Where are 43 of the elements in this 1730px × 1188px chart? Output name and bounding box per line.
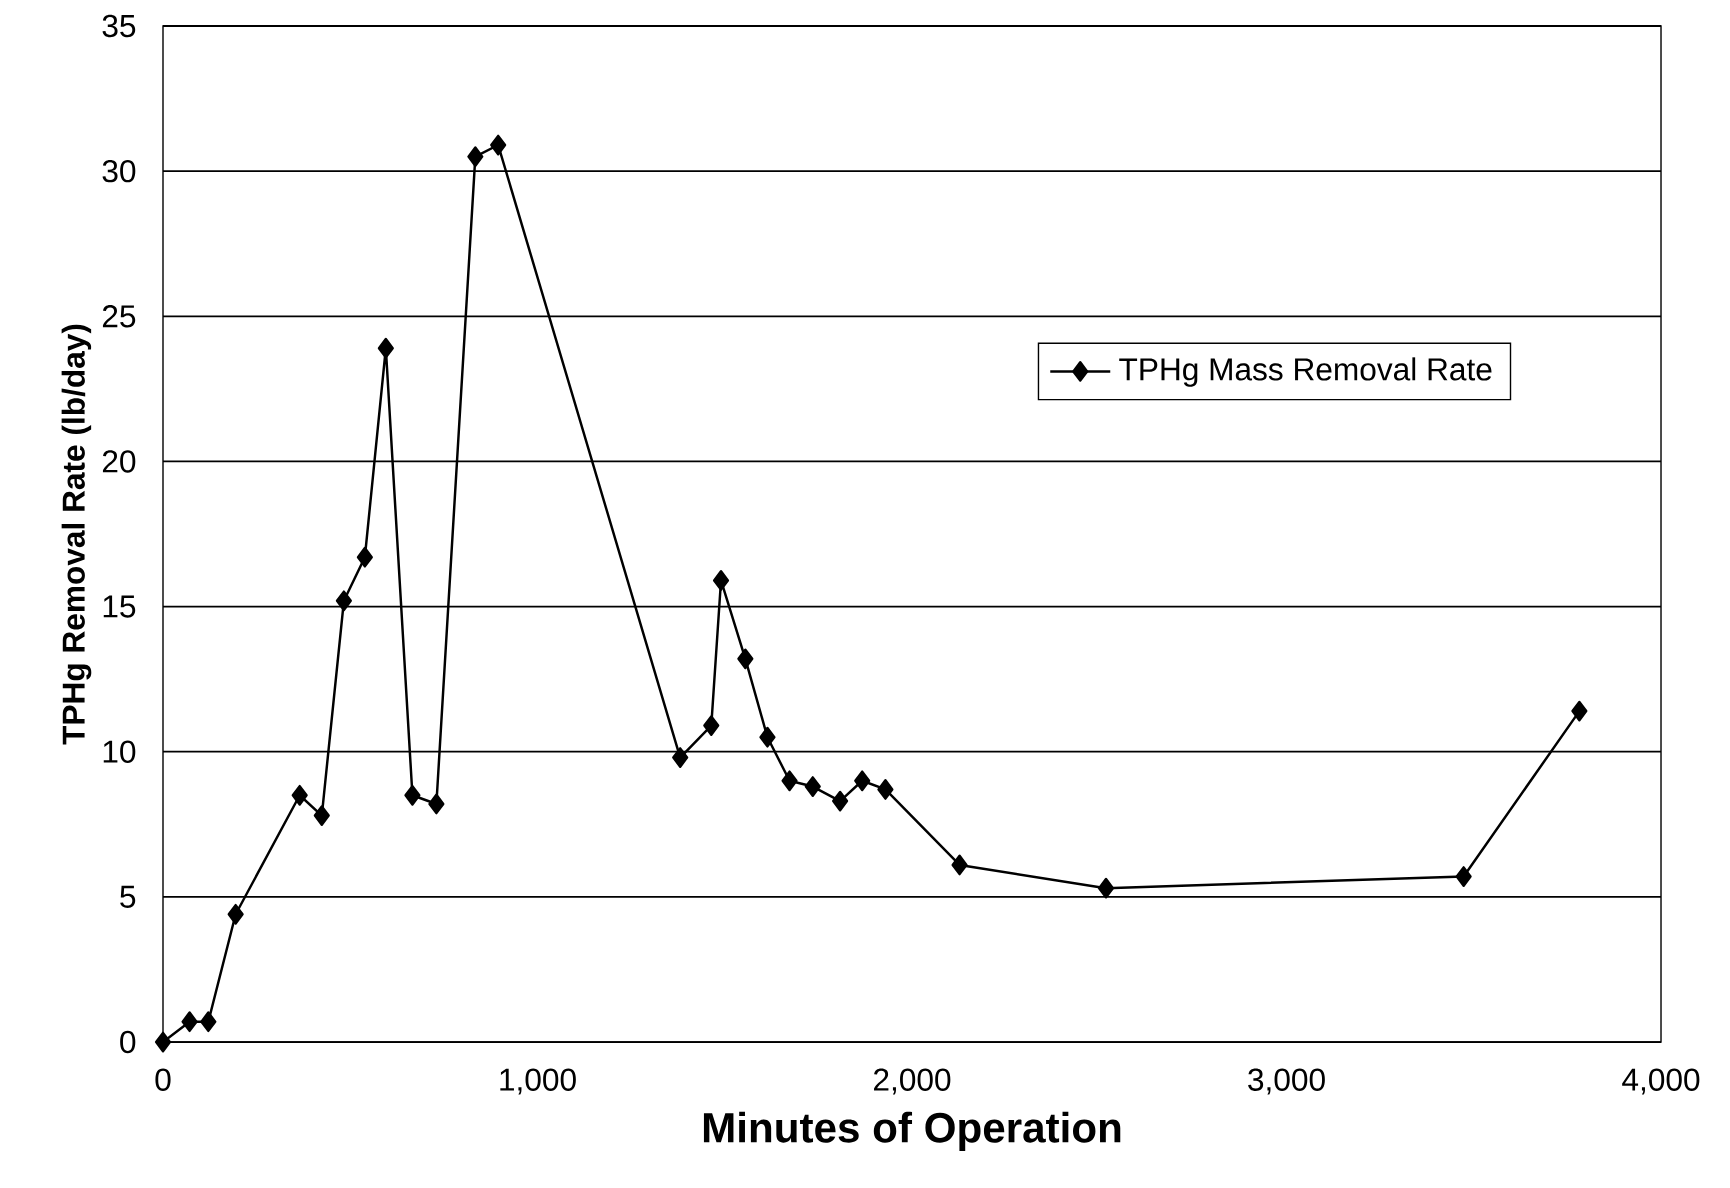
y-tick-label: 10 — [103, 740, 136, 763]
point — [832, 790, 849, 812]
point — [335, 590, 352, 612]
x-tick-label: 2,000 — [874, 1068, 951, 1095]
point — [1097, 877, 1115, 899]
point — [703, 715, 720, 736]
point — [804, 776, 821, 797]
point — [428, 793, 445, 815]
point — [313, 805, 330, 826]
point — [154, 1031, 172, 1053]
point — [490, 134, 507, 156]
point — [854, 770, 871, 792]
point — [404, 784, 421, 806]
point — [712, 570, 730, 591]
point — [1571, 700, 1588, 722]
point — [951, 854, 968, 876]
point — [227, 903, 244, 925]
point — [291, 784, 308, 806]
point — [200, 1011, 217, 1033]
y-tick-label: 20 — [102, 450, 136, 473]
y-tick-label: 0 — [120, 1030, 136, 1054]
y-tick-label: 30 — [102, 159, 136, 183]
point — [781, 770, 798, 792]
x-axis-title: Minutes of Operation — [703, 1111, 1121, 1152]
y-tick-label: 15 — [103, 595, 136, 618]
x-tick-label: 0 — [155, 1068, 171, 1091]
point — [356, 546, 373, 568]
point — [737, 648, 754, 670]
point — [467, 146, 484, 167]
y-tick-label: 5 — [120, 885, 136, 908]
point — [759, 726, 776, 748]
x-tick-label: 3,000 — [1248, 1068, 1325, 1095]
y-tick-label: 25 — [102, 305, 136, 328]
y-tick-label: 35 — [102, 14, 136, 38]
point — [377, 337, 394, 359]
point — [1455, 866, 1472, 887]
y-axis-title: TPHg Removal Rate (lb/day) — [61, 324, 92, 745]
point — [181, 1011, 198, 1033]
point — [672, 747, 689, 768]
x-tick-label: 4,000 — [1622, 1068, 1700, 1095]
legend-label: TPHg Mass Removal Rate — [1119, 357, 1492, 387]
x-tick-label: 1,000 — [500, 1068, 576, 1095]
point — [877, 779, 894, 800]
